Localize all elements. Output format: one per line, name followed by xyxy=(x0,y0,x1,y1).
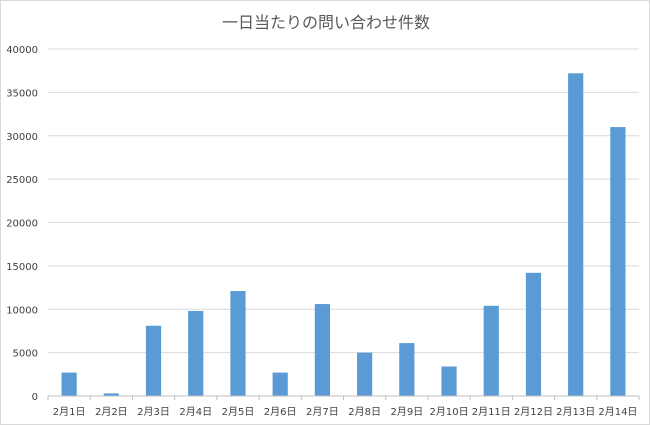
x-tick-label: 2月12日 xyxy=(514,406,553,418)
bar-5 xyxy=(230,291,246,396)
bar-12 xyxy=(525,272,542,396)
bars xyxy=(61,73,626,396)
bar-13 xyxy=(568,73,584,396)
x-axis-ticks: 2月1日 2月2日 2月3日 2月4日 2月5日 2月6日 2月7日 2月8日 2月9日 2月10… xyxy=(47,396,640,418)
x-tick-label: 2月13日 xyxy=(556,406,595,418)
gridlines xyxy=(48,48,639,354)
bar-9 xyxy=(399,343,415,396)
bar-2 xyxy=(103,393,119,396)
chart-title: 一日当たりの問い合わせ件数 xyxy=(222,13,430,32)
y-tick-label: 15000 xyxy=(6,262,38,273)
x-tick-label: 2月9日 xyxy=(390,406,423,418)
bar-1 xyxy=(61,372,77,396)
bar-6 xyxy=(272,372,288,396)
x-tick-label: 2月2日 xyxy=(95,406,128,418)
bar-3 xyxy=(145,325,162,396)
y-tick-label: 25000 xyxy=(6,175,38,186)
x-tick-label: 2月3日 xyxy=(137,406,170,418)
x-tick-label: 2月6日 xyxy=(264,406,297,418)
bar-7 xyxy=(314,304,330,396)
x-tick-label: 2月8日 xyxy=(348,406,381,418)
x-tick-label: 2月5日 xyxy=(222,406,255,418)
y-tick-label: 30000 xyxy=(6,132,38,143)
x-tick-label: 2月11日 xyxy=(472,406,511,418)
x-tick-label: 2月7日 xyxy=(306,406,339,418)
y-tick-label: 10000 xyxy=(6,305,38,316)
bar-14 xyxy=(610,127,626,396)
y-tick-label: 35000 xyxy=(6,88,38,99)
bar-4 xyxy=(188,310,204,396)
y-tick-label: 20000 xyxy=(6,219,38,230)
x-tick-label: 2月10日 xyxy=(429,406,468,418)
y-axis-ticks: 0 5000 10000 15000 20000 25000 30000 35000 40000 xyxy=(6,45,38,403)
bar-10 xyxy=(441,366,457,396)
x-tick-label: 2月4日 xyxy=(179,406,212,418)
x-tick-label: 2月1日 xyxy=(53,406,86,418)
y-tick-label: 40000 xyxy=(6,45,38,56)
y-tick-label: 0 xyxy=(32,392,38,403)
y-tick-label: 5000 xyxy=(13,349,38,360)
bar-8 xyxy=(357,352,373,396)
bar-11 xyxy=(483,305,499,396)
x-tick-label: 2月14日 xyxy=(598,406,637,418)
